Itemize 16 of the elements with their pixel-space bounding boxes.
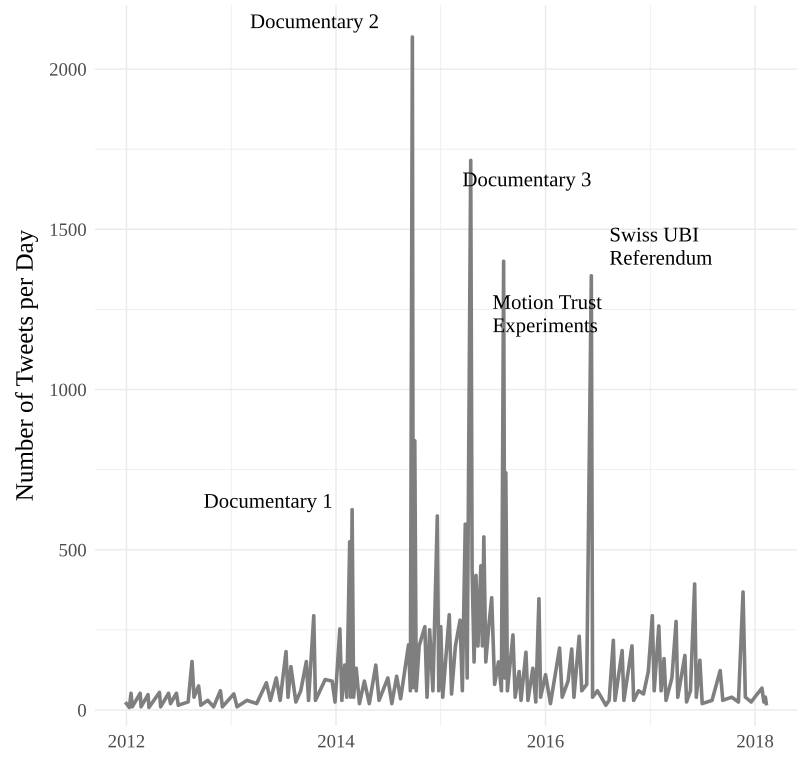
- annotation: Documentary 3: [462, 172, 591, 191]
- y-tick-label: 0: [78, 704, 86, 717]
- x-tick-label: 2018: [737, 734, 774, 748]
- y-tick-label: 1500: [50, 223, 86, 236]
- y-axis-title: Number of Tweets per Day: [15, 230, 38, 500]
- x-tick-label: 2014: [318, 734, 354, 748]
- line-series: [124, 35, 768, 710]
- annotation: Motion Trust Experiments: [493, 295, 602, 337]
- annotation: Swiss UBI Referendum: [610, 228, 712, 265]
- y-tick-label: 500: [60, 544, 86, 556]
- y-tick-label: 2000: [50, 63, 86, 76]
- x-tick-label: 2016: [528, 734, 564, 748]
- y-tick-label: 1000: [50, 384, 86, 396]
- annotation: Documentary 1: [204, 494, 332, 512]
- annotation: Documentary 2: [250, 14, 378, 33]
- x-tick-label: 2012: [108, 734, 144, 748]
